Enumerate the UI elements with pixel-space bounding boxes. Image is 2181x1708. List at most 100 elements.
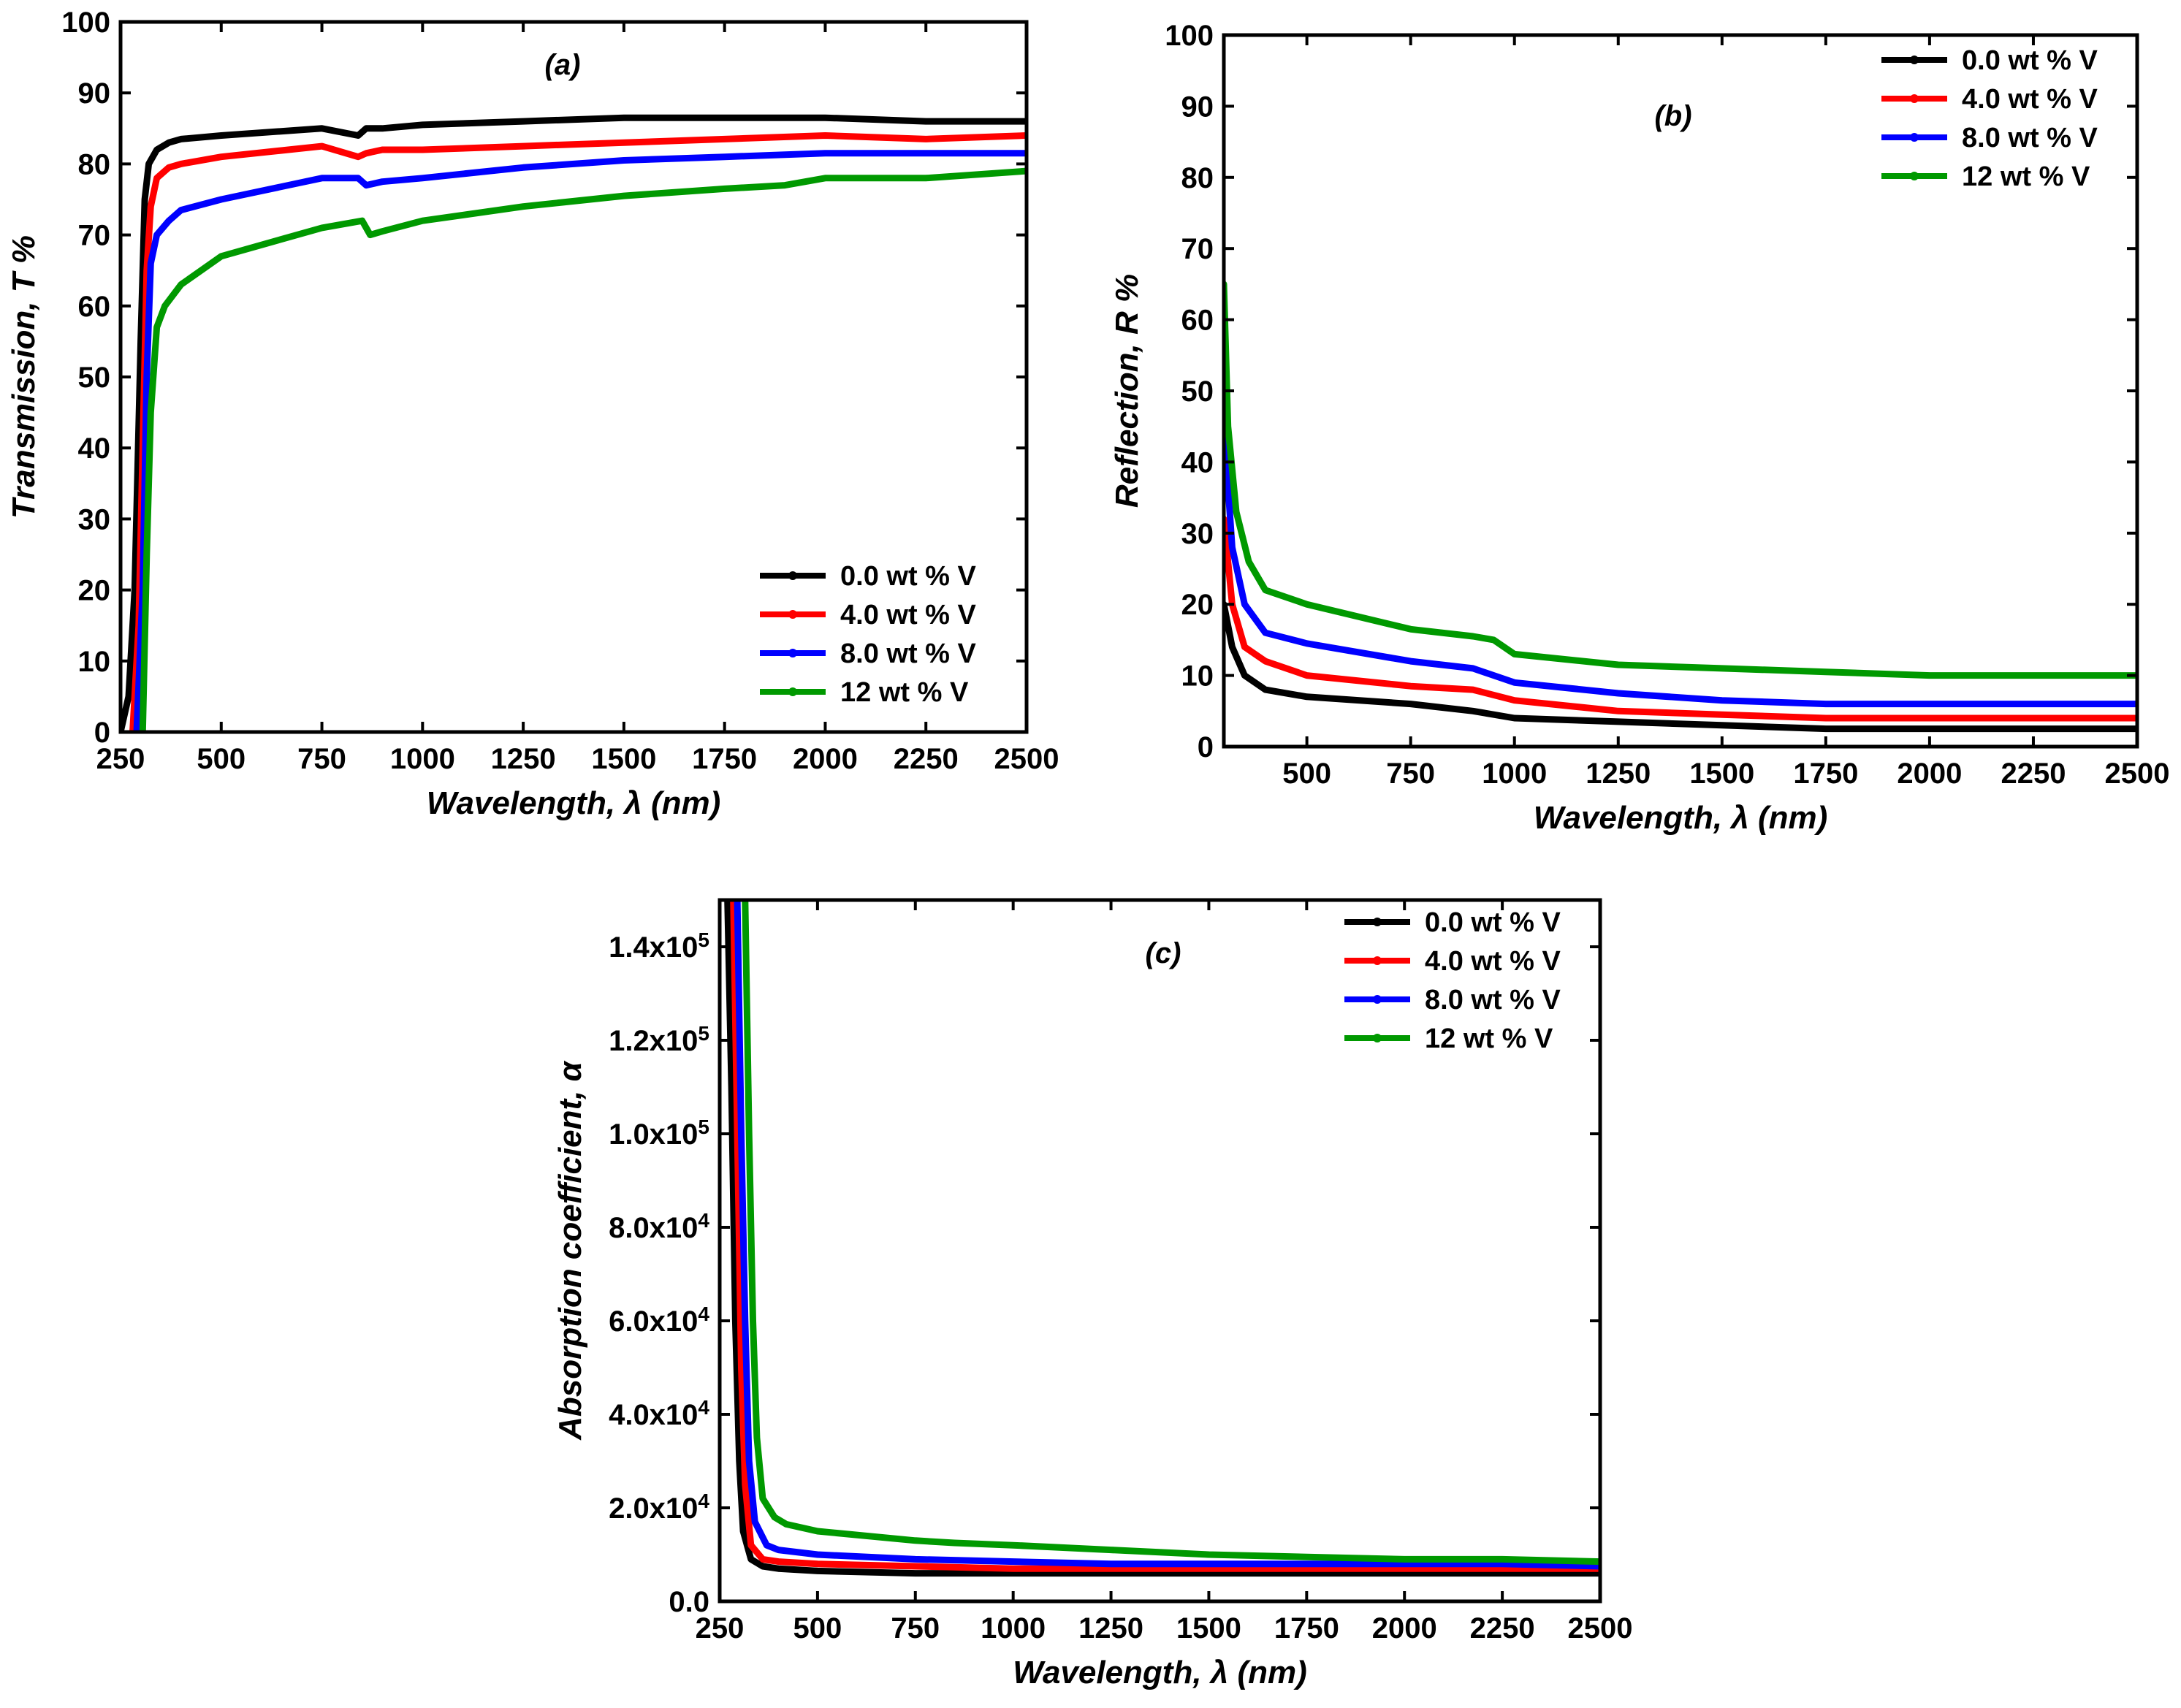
legend-marker-b-3 xyxy=(1910,172,1919,180)
series-line-c-2 xyxy=(734,900,1600,1570)
x-tick-label-a-7: 2000 xyxy=(793,743,858,775)
legend-marker-b-1 xyxy=(1910,94,1919,103)
y-tick-label-c-6: 1.2x105 xyxy=(609,1022,709,1057)
legend-label-b-3: 12 wt % V xyxy=(1962,161,2090,192)
x-tick-label-c-6: 1750 xyxy=(1274,1612,1339,1644)
y-tick-label-a-5: 50 xyxy=(78,362,111,394)
y-tick-label-a-2: 20 xyxy=(78,575,111,607)
x-tick-label-a-5: 1500 xyxy=(591,743,656,775)
x-tick-label-b-3: 1250 xyxy=(1586,758,1651,790)
y-tick-label-b-3: 30 xyxy=(1181,518,1214,550)
y-tick-label-c-7: 1.4x105 xyxy=(609,929,709,964)
y-tick-label-a-4: 40 xyxy=(78,432,111,465)
x-tick-label-b-4: 1500 xyxy=(1689,758,1754,790)
x-tick-label-a-3: 1000 xyxy=(390,743,455,775)
x-tick-label-a-9: 2500 xyxy=(994,743,1059,775)
y-tick-label-b-4: 40 xyxy=(1181,446,1214,479)
y-tick-label-c-1: 2.0x104 xyxy=(609,1490,709,1525)
y-tick-label-b-6: 60 xyxy=(1181,305,1214,337)
chart-panel-a: 250 500 750 1000 1250 1500 1750 2000 2250 2500 0 10… xyxy=(6,7,1059,821)
x-axis-title-a: Wavelength, λ (nm) xyxy=(427,785,721,821)
panel-label-c: (c) xyxy=(1146,937,1181,969)
series-line-a-2 xyxy=(133,150,1027,732)
legend-label-a-0: 0.0 wt % V xyxy=(840,561,976,592)
legend-label-a-2: 8.0 wt % V xyxy=(840,638,976,669)
y-tick-label-b-1: 10 xyxy=(1181,660,1214,693)
y-tick-label-b-10: 100 xyxy=(1165,20,1214,52)
legend-label-a-3: 12 wt % V xyxy=(840,677,969,708)
legend-marker-b-0 xyxy=(1910,56,1919,64)
x-tick-label-c-2: 750 xyxy=(891,1612,940,1644)
legend-marker-b-2 xyxy=(1910,133,1919,142)
y-tick-label-b-0: 0 xyxy=(1198,731,1214,763)
x-tick-label-c-3: 1000 xyxy=(981,1612,1046,1644)
legend-marker-c-2 xyxy=(1373,995,1382,1004)
series-line-a-1 xyxy=(129,132,1027,732)
legend-label-b-2: 8.0 wt % V xyxy=(1962,123,2098,153)
x-tick-label-b-0: 500 xyxy=(1282,758,1331,790)
y-tick-label-b-5: 50 xyxy=(1181,375,1214,408)
chart-panel-b: 500 750 1000 1250 1500 1750 2000 2250 2500 0 10 20 3… xyxy=(1109,20,2169,836)
y-tick-label-c-5: 1.0x105 xyxy=(609,1116,709,1151)
x-tick-label-b-6: 2000 xyxy=(1897,758,1962,790)
legend-marker-a-2 xyxy=(788,649,797,657)
series-line-a-3 xyxy=(139,167,1027,732)
legend-marker-c-0 xyxy=(1373,918,1382,926)
x-axis-title-c: Wavelength, λ (nm) xyxy=(1013,1655,1307,1690)
x-tick-label-b-8: 2500 xyxy=(2105,758,2170,790)
y-tick-label-c-0: 0.0 xyxy=(669,1586,709,1618)
legend-label-c-3: 12 wt % V xyxy=(1425,1023,1553,1054)
x-tick-label-b-5: 1750 xyxy=(1793,758,1858,790)
y-tick-label-a-7: 70 xyxy=(78,220,111,252)
legend-label-c-1: 4.0 wt % V xyxy=(1425,946,1561,977)
plot-frame-c xyxy=(718,898,1602,1604)
x-tick-label-c-9: 2500 xyxy=(1568,1612,1633,1644)
series-line-c-3 xyxy=(742,900,1600,1566)
y-tick-label-b-7: 70 xyxy=(1181,233,1214,265)
y-tick-label-a-1: 10 xyxy=(78,646,111,678)
panel-label-a: (a) xyxy=(545,49,581,81)
x-tick-label-b-7: 2250 xyxy=(2001,758,2066,790)
x-tick-label-a-6: 1750 xyxy=(692,743,757,775)
y-axis-title-a: Transmission, T % xyxy=(6,235,42,519)
y-tick-label-c-2: 4.0x104 xyxy=(609,1396,709,1431)
legend-label-b-1: 4.0 wt % V xyxy=(1962,84,2098,115)
y-tick-label-b-2: 20 xyxy=(1181,589,1214,621)
series-line-a-0 xyxy=(121,114,1027,732)
x-tick-label-c-5: 1500 xyxy=(1176,1612,1241,1644)
chart-panel-c: 250 500 750 1000 1250 1500 1750 2000 2250 2500 0.0… xyxy=(552,898,1633,1690)
y-tick-label-b-9: 90 xyxy=(1181,91,1214,123)
legend-label-c-0: 0.0 wt % V xyxy=(1425,907,1561,938)
x-tick-label-c-8: 2250 xyxy=(1470,1612,1535,1644)
y-tick-label-a-8: 80 xyxy=(78,148,111,180)
x-tick-label-a-0: 250 xyxy=(96,743,145,775)
y-tick-label-a-3: 30 xyxy=(78,503,111,535)
x-tick-label-c-0: 250 xyxy=(696,1612,745,1644)
x-tick-label-a-8: 2250 xyxy=(894,743,959,775)
panel-label-b: (b) xyxy=(1654,100,1691,132)
x-axis-title-b: Wavelength, λ (nm) xyxy=(1534,800,1828,836)
legend-marker-a-0 xyxy=(788,571,797,580)
x-tick-label-c-4: 1250 xyxy=(1078,1612,1143,1644)
y-axis-title-c: Absorption coefficient, α xyxy=(552,1060,588,1441)
series-line-c-1 xyxy=(730,900,1600,1572)
legend-label-b-0: 0.0 wt % V xyxy=(1962,45,2098,76)
legend-marker-c-3 xyxy=(1373,1034,1382,1042)
series-line-c-0 xyxy=(724,900,1600,1577)
legend-label-a-1: 4.0 wt % V xyxy=(840,600,976,630)
legend-marker-c-1 xyxy=(1373,956,1382,965)
series-line-b-0 xyxy=(1224,601,2137,733)
x-tick-label-b-2: 1000 xyxy=(1482,758,1547,790)
y-axis-title-b: Reflection, R % xyxy=(1109,274,1145,508)
y-tick-label-a-6: 60 xyxy=(78,291,111,323)
series-line-b-1 xyxy=(1224,515,2137,722)
x-tick-label-a-2: 750 xyxy=(297,743,346,775)
y-tick-label-a-0: 0 xyxy=(94,717,110,749)
series-line-b-2 xyxy=(1224,423,2137,708)
y-tick-label-c-4: 8.0x104 xyxy=(609,1209,709,1244)
legend-marker-a-1 xyxy=(788,610,797,619)
y-tick-label-a-10: 100 xyxy=(61,7,110,39)
